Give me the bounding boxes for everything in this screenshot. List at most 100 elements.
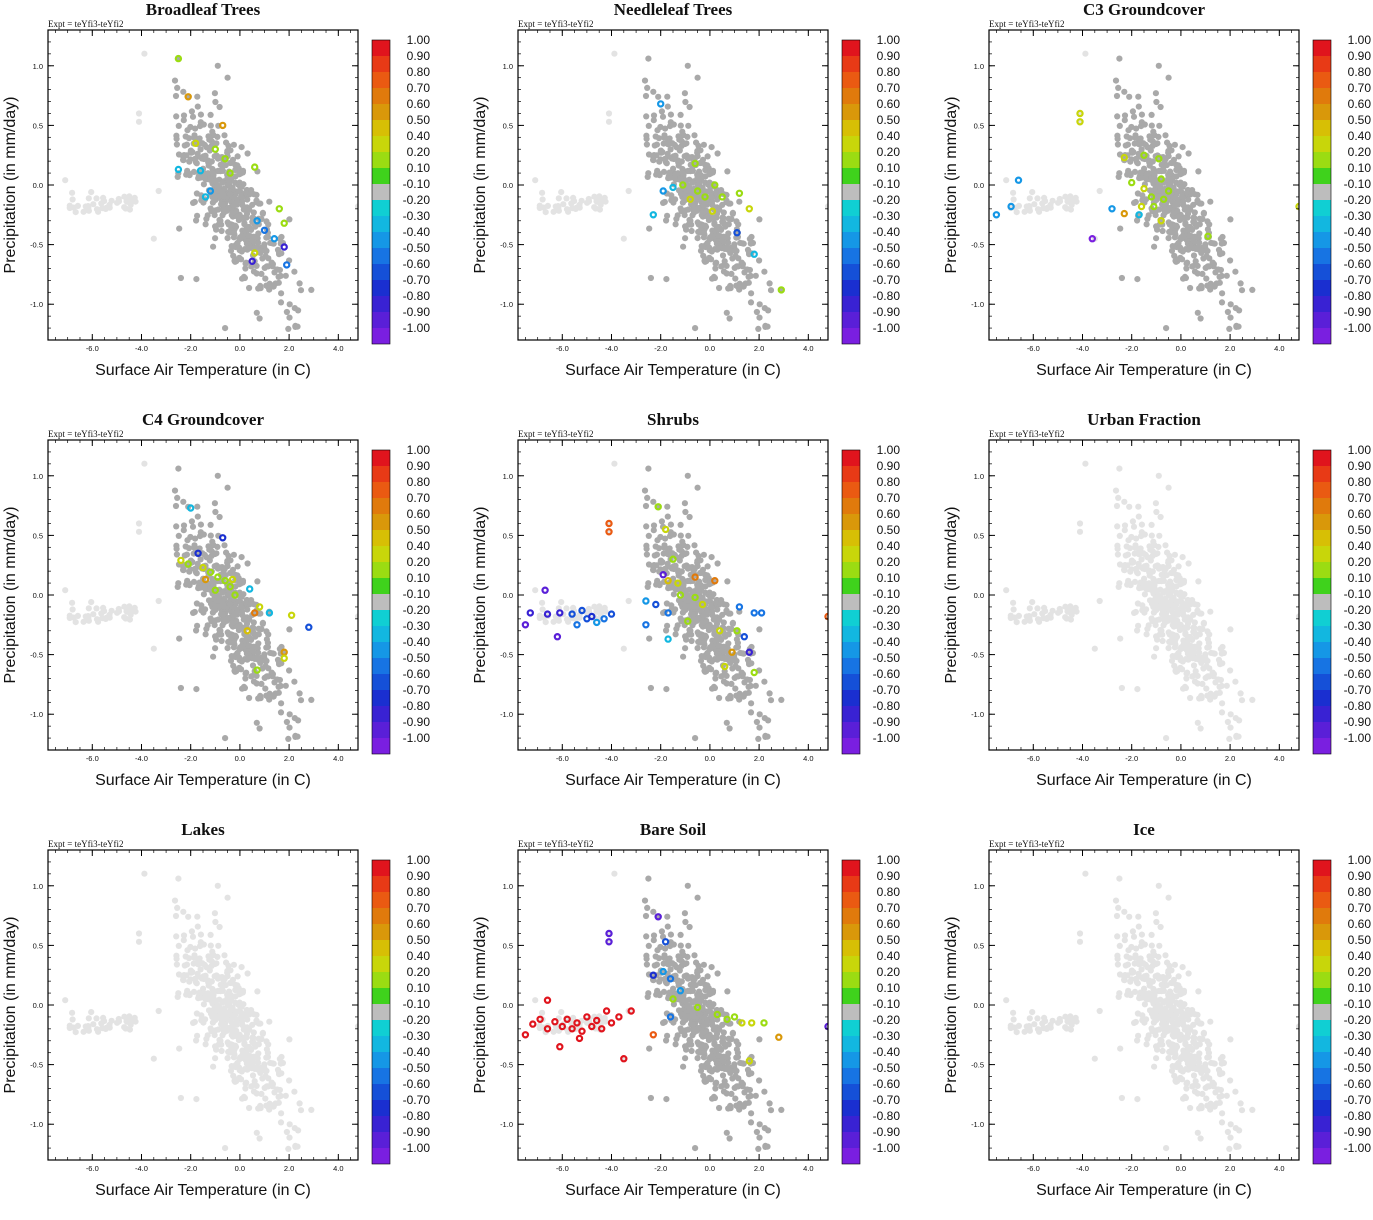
bg-point: [591, 193, 598, 200]
bg-point: [1198, 282, 1205, 289]
bg-point: [1141, 575, 1148, 582]
bg-point: [1224, 718, 1231, 726]
bg-point: [191, 155, 199, 162]
bg-point: [1190, 611, 1197, 618]
bg-point: [238, 608, 246, 615]
colorbar-label: -0.20: [403, 193, 431, 207]
bg-point: [239, 167, 247, 174]
bg-point: [1166, 552, 1173, 559]
bg-point: [1124, 551, 1131, 558]
data-point: [691, 159, 699, 168]
colorbar-label: -0.50: [403, 241, 431, 255]
bg-point: [286, 301, 293, 308]
bg-point: [224, 175, 231, 182]
colorbar-label: -0.10: [873, 997, 901, 1011]
colorbar-segment: [842, 152, 860, 168]
bg-point: [703, 609, 710, 616]
bg-point: [1121, 112, 1129, 119]
bg-point: [558, 599, 565, 606]
data-point: [745, 205, 753, 213]
colorbar-label: -0.50: [1344, 241, 1372, 255]
bg-point: [247, 600, 254, 607]
bg-point: [187, 147, 194, 154]
bg-point: [1216, 273, 1223, 280]
bg-point: [714, 150, 721, 157]
bg-point: [1295, 613, 1299, 620]
bg-point: [714, 606, 721, 613]
bg-point: [220, 1026, 227, 1033]
colorbar-segment: [842, 514, 860, 530]
bg-point: [704, 563, 711, 570]
bg-point: [234, 973, 241, 980]
colorbar-label: 0.40: [877, 129, 901, 143]
bg-point: [1117, 635, 1124, 642]
bg-point: [216, 923, 223, 931]
colorbar-label: 0.70: [407, 901, 431, 915]
colorbar-label: -0.40: [873, 225, 901, 239]
bg-point: [1173, 191, 1180, 198]
bg-point: [233, 1019, 240, 1026]
bg-point: [686, 187, 693, 194]
colorbar-segment: [1313, 72, 1331, 88]
bg-point: [1141, 531, 1148, 538]
data-point: [196, 166, 205, 175]
bg-point: [740, 283, 747, 290]
bg-point: [685, 1026, 692, 1033]
colorbar-segment: [372, 328, 390, 344]
x-tick-label: -4.0: [1076, 754, 1089, 763]
bg-point: [277, 1060, 284, 1067]
bg-point: [234, 162, 241, 169]
bg-point: [597, 201, 604, 208]
bg-point: [1197, 315, 1204, 322]
bg-point: [709, 275, 716, 282]
bg-point: [193, 686, 200, 693]
bg-point: [661, 155, 669, 162]
bg-point: [664, 913, 671, 920]
bg-point: [1112, 487, 1120, 494]
bg-point: [1187, 616, 1194, 623]
bg-point: [605, 118, 613, 125]
data-point: [740, 632, 748, 641]
bg-point: [174, 904, 181, 911]
bg-point: [93, 605, 100, 612]
data-point: [1076, 109, 1084, 118]
bg-point: [1185, 246, 1192, 253]
bg-point: [756, 626, 763, 633]
data-point: [1007, 202, 1015, 211]
bg-point: [277, 1119, 285, 1126]
bg-point: [1156, 532, 1163, 539]
bg-point: [193, 627, 200, 634]
colorbar-segment: [372, 466, 390, 482]
bg-point: [1198, 659, 1205, 666]
bg-point: [197, 146, 204, 153]
data-point: [664, 576, 672, 585]
bg-point: [244, 1016, 251, 1023]
x-tick-label: 2.0: [1225, 754, 1235, 763]
bg-point: [194, 560, 201, 567]
bg-point: [645, 122, 652, 129]
bg-point: [1180, 577, 1188, 584]
colorbar-segment: [1313, 658, 1331, 674]
data-point: [715, 627, 724, 635]
colorbar-label: 0.70: [877, 491, 901, 505]
bg-point: [1238, 287, 1246, 294]
bg-point: [719, 214, 726, 221]
y-tick-label: 0.0: [974, 181, 984, 190]
bg-point: [1179, 608, 1187, 615]
colorbar-label: 0.70: [1348, 491, 1372, 505]
colorbar-label: -0.70: [873, 683, 901, 697]
colorbar-label: 0.10: [407, 981, 431, 995]
bg-point: [212, 633, 219, 640]
bg-point: [713, 1043, 720, 1050]
bg-point: [135, 528, 143, 535]
bg-point: [1185, 196, 1192, 203]
bg-point: [180, 908, 187, 915]
bg-point: [247, 190, 254, 197]
data-point: [1076, 118, 1084, 126]
bg-point: [1217, 645, 1224, 653]
data-point: [649, 1031, 657, 1039]
y-tick-label: 1.0: [974, 62, 984, 71]
colorbar-segment: [842, 216, 860, 232]
data-point: [228, 575, 237, 584]
bg-point: [656, 978, 663, 985]
